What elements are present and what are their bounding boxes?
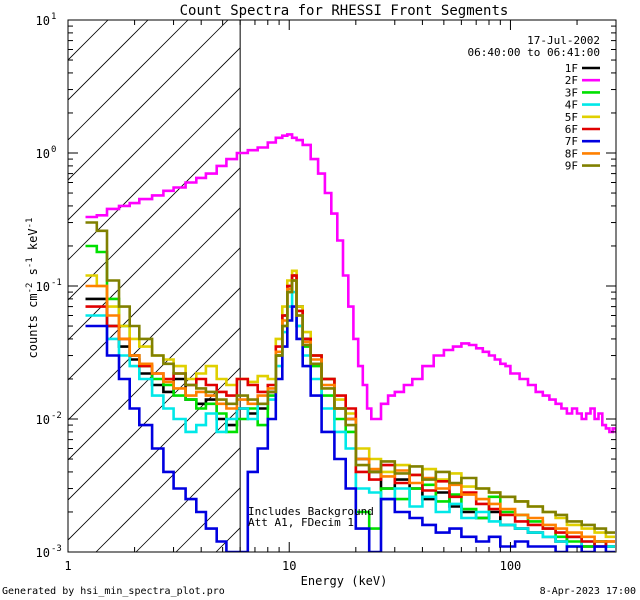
y-label-base: counts cm xyxy=(26,293,40,358)
hatch-line xyxy=(68,20,189,141)
hatch-group xyxy=(68,20,241,552)
legend-label-1F: 1F xyxy=(565,62,578,75)
y-tick-exponent: -2 xyxy=(51,411,62,421)
legend-label-9F: 9F xyxy=(565,160,578,173)
hatch-line xyxy=(68,247,241,421)
y-tick-exponent: -1 xyxy=(51,278,62,288)
legend-label-2F: 2F xyxy=(565,74,578,87)
series-lines xyxy=(85,133,616,552)
hatch-line xyxy=(68,47,241,221)
hatch-line xyxy=(68,207,241,381)
legend-label-7F: 7F xyxy=(565,135,578,148)
legend-label-6F: 6F xyxy=(565,123,578,136)
y-tick-label: 10 xyxy=(36,546,50,560)
x-axis-label: Energy (keV) xyxy=(301,574,388,588)
y-label-exp2: -1 xyxy=(25,257,35,268)
time-range-label: 06:40:00 to 06:41:00 xyxy=(468,46,600,59)
legend-label-4F: 4F xyxy=(565,99,578,112)
hatched-region xyxy=(68,20,241,552)
y-axis-label: counts cm-2 s-1 keV-1 xyxy=(25,218,40,359)
y-tick-exponent: 0 xyxy=(51,145,56,155)
legend-label-5F: 5F xyxy=(565,111,578,124)
hatch-line xyxy=(68,167,241,341)
hatch-line xyxy=(68,20,229,181)
hatch-line xyxy=(68,367,241,541)
x-axis: 1 10 100 xyxy=(64,20,617,573)
y-tick-label: 10 xyxy=(36,413,50,427)
y-tick-exponent: -3 xyxy=(51,544,62,554)
hatch-line xyxy=(68,127,241,301)
hatch-line xyxy=(68,327,241,501)
footer-timestamp: 8-Apr-2023 17:00 xyxy=(540,586,636,597)
x-tick-label: 100 xyxy=(500,559,522,573)
annotation-background: Includes Background xyxy=(248,505,374,518)
y-tick-label: 10 xyxy=(36,147,50,161)
y-label-mid: s xyxy=(26,268,40,282)
x-tick-label: 1 xyxy=(64,559,71,573)
legend-label-8F: 8F xyxy=(565,147,578,160)
footer-generated-by: Generated by hsi_min_spectra_plot.pro xyxy=(2,586,225,597)
y-tick-label: 10 xyxy=(36,280,50,294)
series-line-9F xyxy=(85,221,615,534)
series-line-2F xyxy=(85,133,616,434)
hatch-line xyxy=(95,407,241,552)
y-label-tail: keV xyxy=(26,228,40,257)
y-label-exp3: -1 xyxy=(25,218,35,229)
hatch-line xyxy=(135,447,241,552)
chart-title: Count Spectra for RHESSI Front Segments xyxy=(180,3,509,19)
annotation-attenuator: Att A1, FDecim 1 xyxy=(248,516,354,529)
date-label: 17-Jul-2002 xyxy=(527,34,600,47)
x-tick-label: 10 xyxy=(282,559,296,573)
y-label-exp1: -2 xyxy=(25,283,35,294)
legend-label-3F: 3F xyxy=(565,86,578,99)
y-tick-exponent: 1 xyxy=(51,12,56,22)
hatch-line xyxy=(68,87,241,261)
y-tick-label: 10 xyxy=(36,14,50,28)
